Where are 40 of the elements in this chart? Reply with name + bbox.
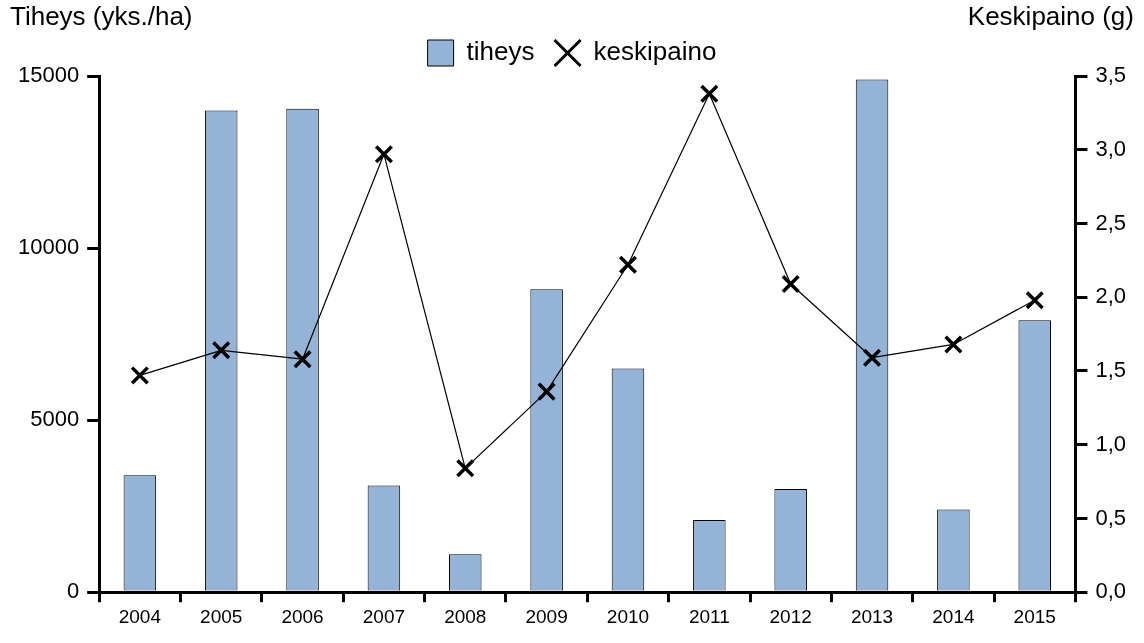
x-tick-label: 2009: [525, 605, 568, 627]
x-tick-label: 2006: [281, 605, 324, 627]
point: [943, 334, 963, 354]
y2-tick-label: 0,5: [1095, 504, 1127, 530]
point: [537, 382, 557, 402]
y-tick-label: 15000: [17, 62, 80, 88]
x-tick-label: 2007: [362, 605, 406, 627]
point: [455, 458, 475, 478]
y2-axis-title: Keskipaino (g): [967, 1, 1134, 32]
point: [1025, 290, 1045, 310]
point: [862, 348, 882, 368]
x-tick-label: 2008: [444, 605, 487, 627]
x-tick-label: 2004: [118, 605, 162, 627]
y-tick-label: 0: [66, 578, 80, 604]
y-tick-label: 5000: [30, 406, 80, 432]
y2-tick-label: 3,5: [1095, 62, 1127, 88]
y-axis-title: Tiheys (yks./ha): [10, 1, 193, 32]
x-tick-label: 2012: [769, 605, 812, 627]
x-tick-label: 2011: [688, 605, 730, 627]
point: [781, 274, 801, 294]
point: [374, 144, 394, 164]
point: [293, 349, 313, 369]
y2-tick-label: 1,5: [1095, 357, 1127, 383]
y2-tick-label: 2,0: [1095, 283, 1127, 309]
point: [211, 340, 231, 360]
point: [130, 365, 150, 385]
x-tick-label: 2013: [850, 605, 894, 627]
legend-label: tiheys: [466, 36, 535, 67]
legend-label: keskipaino: [593, 36, 717, 67]
y-tick-label: 10000: [17, 234, 80, 260]
point: [618, 255, 638, 275]
x-tick-label: 2015: [1013, 605, 1056, 627]
y2-tick-label: 1,0: [1095, 430, 1127, 456]
y2-tick-label: 3,0: [1095, 135, 1127, 161]
x-tick-label: 2010: [606, 605, 650, 627]
x-tick-label: 2014: [932, 605, 975, 627]
y2-tick-label: 2,5: [1095, 209, 1127, 235]
point: [699, 84, 719, 104]
y2-tick-label: 0,0: [1095, 578, 1127, 604]
x-tick-label: 2005: [200, 605, 243, 627]
